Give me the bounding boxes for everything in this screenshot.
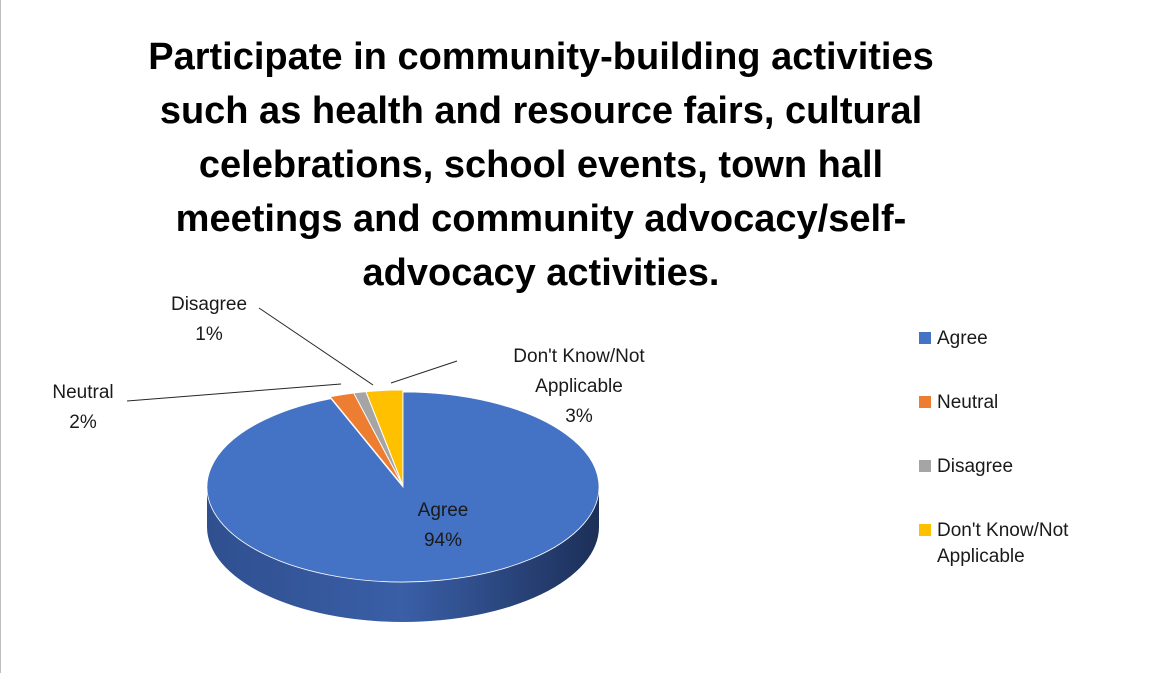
data-label-disagree: Disagree 1% <box>171 294 247 345</box>
leader-line-dont-know <box>390 360 458 384</box>
pie-slice-dont-know <box>365 389 404 486</box>
data-label-neutral: Neutral 2% <box>52 382 113 433</box>
legend-swatch-disagree <box>919 460 931 472</box>
data-label-line: Agree <box>418 500 469 521</box>
data-label-line: 94% <box>424 530 462 551</box>
legend-label-agree: Agree <box>937 328 988 349</box>
chart-title: Participate in community-building activi… <box>148 36 934 294</box>
legend-label-disagree: Disagree <box>937 456 1014 477</box>
legend-swatch-dont-know <box>919 524 931 536</box>
data-label-line: 3% <box>565 406 593 427</box>
legend-item-agree: Agree <box>919 326 1127 390</box>
leader-line-disagree <box>258 307 374 386</box>
legend-label-dont-know: Don't Know/Not Applicable <box>937 520 1069 567</box>
data-label-line: Don't Know/Not <box>513 346 645 367</box>
leader-line-neutral <box>126 383 342 402</box>
data-label-dont-know: Don't Know/Not Applicable 3% <box>513 346 645 427</box>
data-label-agree: Agree 94% <box>418 500 469 551</box>
legend-item-neutral: Neutral <box>919 390 1127 454</box>
data-label-line: Disagree <box>171 294 247 315</box>
data-label-line: Neutral <box>52 382 113 403</box>
data-label-line: Applicable <box>535 376 623 397</box>
data-label-line: 1% <box>195 324 223 345</box>
legend-item-disagree: Disagree <box>919 454 1127 518</box>
pie-side-wall <box>207 487 599 622</box>
pie-slice-agree <box>206 391 600 583</box>
legend: Agree Neutral Disagree Don't Know/Not Ap… <box>919 326 1127 582</box>
data-label-line: 2% <box>69 412 97 433</box>
legend-swatch-neutral <box>919 396 931 408</box>
legend-label-neutral: Neutral <box>937 392 999 413</box>
legend-item-dont-know: Don't Know/Not Applicable <box>919 518 1127 582</box>
legend-swatch-agree <box>919 332 931 344</box>
